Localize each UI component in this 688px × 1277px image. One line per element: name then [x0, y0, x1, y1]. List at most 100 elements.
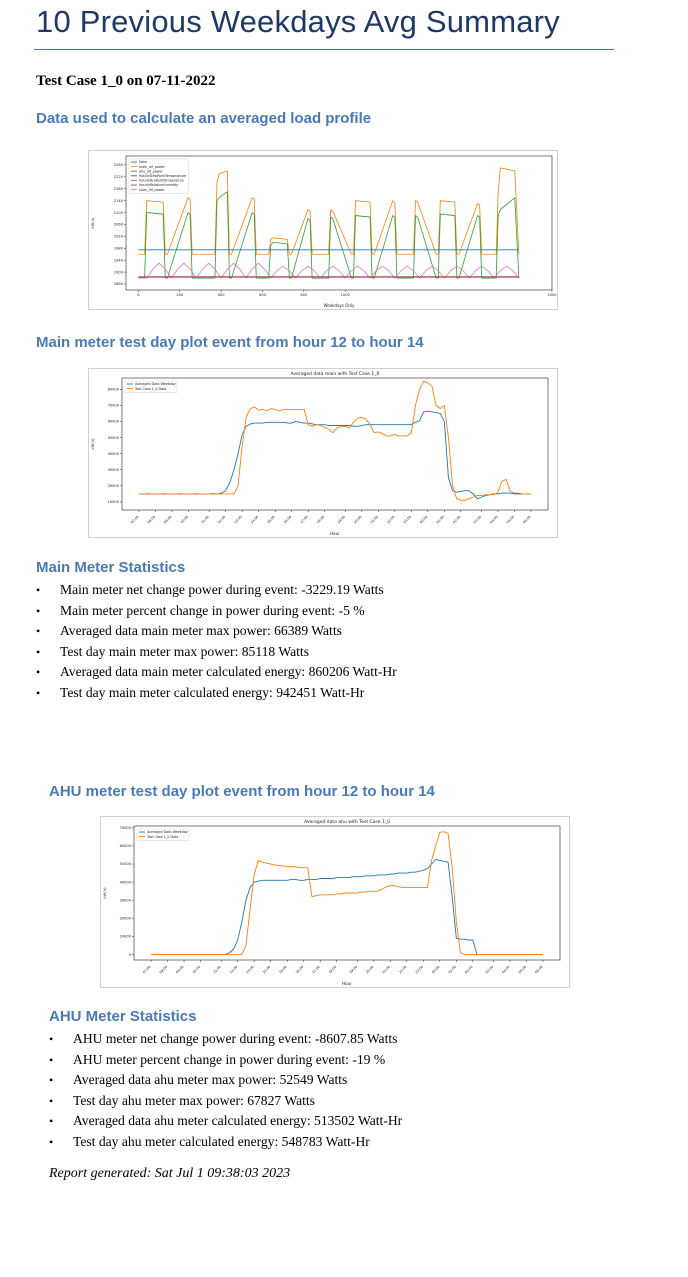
- chart-main-meter: Averaged data main with Test Case 1_0 100…: [88, 368, 558, 538]
- legend-label: Test Case 1_0 Data: [134, 387, 166, 391]
- x-tick-label: 16:00: [283, 515, 293, 525]
- bullet-icon: •: [49, 1032, 54, 1046]
- y-tick-label: 0: [129, 953, 132, 957]
- x-tick-label: 04:00: [501, 965, 511, 975]
- x-axis-label: Weekdays Only: [324, 303, 355, 308]
- bullet-icon: •: [36, 685, 41, 700]
- y-tick-label: 50000: [120, 862, 132, 866]
- stat-text: Averaged data ahu meter max power: 52549…: [73, 1072, 348, 1088]
- list-item: • Main meter net change power during even…: [36, 580, 397, 601]
- bullet-icon: •: [49, 1114, 54, 1129]
- y-tick-label: 60000: [120, 844, 132, 848]
- figure-frame: [100, 816, 570, 988]
- stat-text: Averaged data main meter max power: 6638…: [60, 623, 342, 639]
- legend-box: [124, 380, 178, 393]
- legend-label: Date: [139, 160, 147, 164]
- x-tick-label: 01:00: [447, 965, 457, 975]
- x-tick-label: 22:00: [386, 515, 396, 525]
- section-heading-ahu-stats: AHU Meter Statistics: [49, 1008, 197, 1025]
- y-tick-label: 2100: [114, 211, 124, 215]
- x-tick-label: 10:00: [192, 965, 202, 975]
- y-tick-label: 20000: [120, 917, 132, 921]
- bullet-icon: •: [36, 644, 41, 659]
- y-tick-label: 20000: [108, 484, 120, 488]
- series-line: [138, 262, 520, 279]
- x-tick-label: 12:00: [217, 515, 227, 525]
- x-tick-label: 200: [176, 293, 184, 297]
- y-tick-label: 1900: [114, 270, 124, 274]
- x-axis-label: Hour: [342, 981, 352, 986]
- x-tick-label: 00:00: [419, 515, 429, 525]
- x-tick-label: 03:00: [473, 515, 483, 525]
- x-tick-label: 09:00: [163, 515, 173, 525]
- series-line: [138, 191, 520, 279]
- bullet-icon: •: [36, 665, 41, 680]
- list-item: • Test day ahu meter calculated energy: 5…: [49, 1132, 402, 1153]
- stat-text: Test day ahu meter max power: 67827 Watt…: [73, 1092, 315, 1108]
- stat-text: Main meter net change power during event…: [60, 582, 384, 597]
- legend-label: solar_dif_power: [139, 188, 165, 192]
- list-item: • Averaged data ahu meter calculated ener…: [49, 1111, 402, 1132]
- page-title: 10 Previous Weekdays Avg Summary: [36, 4, 560, 39]
- chart-weekdays-svg: 1860 1900 1940 1980 2020 2060 2100 2140 2180 2220…: [88, 150, 558, 310]
- ahu-stats-list: • AHU meter net change power during event…: [49, 1029, 402, 1153]
- section-heading-ahu-plot: AHU meter test day plot event from hour …: [49, 783, 435, 800]
- stat-text: AHU meter net change power during event:…: [73, 1031, 398, 1046]
- x-tick-label: 2000: [547, 293, 557, 297]
- chart-ahu-meter: Averaged data ahu with Test Case 1_0 0 100…: [100, 816, 570, 988]
- x-tick-label: 02:00: [464, 965, 474, 975]
- stat-text: AHU meter percent change in power during…: [73, 1051, 386, 1067]
- bullet-icon: •: [49, 1073, 54, 1088]
- x-tick-label: 800: [300, 293, 308, 297]
- x-tick-label: 22:00: [398, 965, 408, 975]
- y-axis-label: kW(h): [90, 217, 95, 229]
- y-tick-label: 2260: [114, 163, 124, 167]
- x-tick-label: 23:00: [402, 515, 412, 525]
- x-tick-label: 07:00: [142, 965, 152, 975]
- legend-label: main_dif_power: [139, 165, 166, 169]
- y-tick-label: 10000: [120, 935, 132, 939]
- y-tick-label: 80000: [108, 387, 120, 391]
- list-item: • Test day ahu meter max power: 67827 Wat…: [49, 1091, 402, 1112]
- y-axis-label: kW(h): [102, 887, 107, 899]
- list-item: • Averaged data main meter calculated ene…: [36, 662, 397, 683]
- report-footer: Report generated: Sat Jul 1 09:38:03 202…: [49, 1166, 291, 1181]
- main-stats-list: • Main meter net change power during even…: [36, 580, 397, 704]
- stat-text: Test day ahu meter calculated energy: 54…: [73, 1133, 370, 1149]
- bullet-icon: •: [49, 1052, 54, 1067]
- x-tick-label: 15:00: [278, 965, 288, 975]
- legend-label: HourlyRelativeHumidity: [139, 183, 178, 187]
- bullet-icon: •: [36, 624, 41, 639]
- chart-title: Averaged data ahu with Test Case 1_0: [304, 819, 390, 825]
- stat-text: Averaged data ahu meter calculated energ…: [73, 1113, 403, 1129]
- legend-label: ahu_dif_power: [139, 169, 164, 173]
- legend-label: Averaged Data Weekday: [147, 830, 188, 834]
- x-tick-label: 1000: [341, 293, 351, 297]
- y-tick-label: 60000: [108, 420, 120, 424]
- x-tick-label: 01:00: [435, 515, 445, 525]
- stat-text: Test day main meter calculated energy: 9…: [60, 684, 365, 700]
- legend-box: [128, 158, 189, 194]
- y-tick-label: 2140: [114, 199, 124, 203]
- legend-label: Test Case 1_0 Data: [146, 835, 178, 839]
- y-tick-label: 70000: [108, 404, 120, 408]
- y-tick-label: 40000: [108, 452, 120, 456]
- x-tick-label: 02:00: [452, 515, 462, 525]
- y-tick-label: 2220: [114, 175, 124, 179]
- legend-label: HourlyDryBulbTemperature: [139, 179, 184, 183]
- y-tick-label: 40000: [120, 880, 132, 884]
- x-tick-label: 06:00: [534, 965, 544, 975]
- section-heading-data-used: Data used to calculate an averaged load …: [36, 110, 372, 127]
- stat-text: Test day main meter max power: 85118 Wat…: [60, 643, 310, 659]
- test-case-label: Test Case 1_0 on 07-11-2022: [36, 73, 216, 89]
- list-item: • Averaged data ahu meter max power: 5254…: [49, 1070, 402, 1091]
- x-tick-label: 19:00: [336, 515, 346, 525]
- y-tick-label: 1980: [114, 247, 124, 251]
- x-tick-label: 18:00: [316, 515, 326, 525]
- x-tick-label: 09:00: [175, 965, 185, 975]
- x-tick-label: 06:00: [522, 515, 532, 525]
- chart-weekdays-overview: 1860 1900 1940 1980 2020 2060 2100 2140 2180 2220…: [88, 150, 558, 310]
- x-tick-label: 10:00: [180, 515, 190, 525]
- series-line: [138, 167, 520, 255]
- x-tick-label: 20:00: [365, 965, 375, 975]
